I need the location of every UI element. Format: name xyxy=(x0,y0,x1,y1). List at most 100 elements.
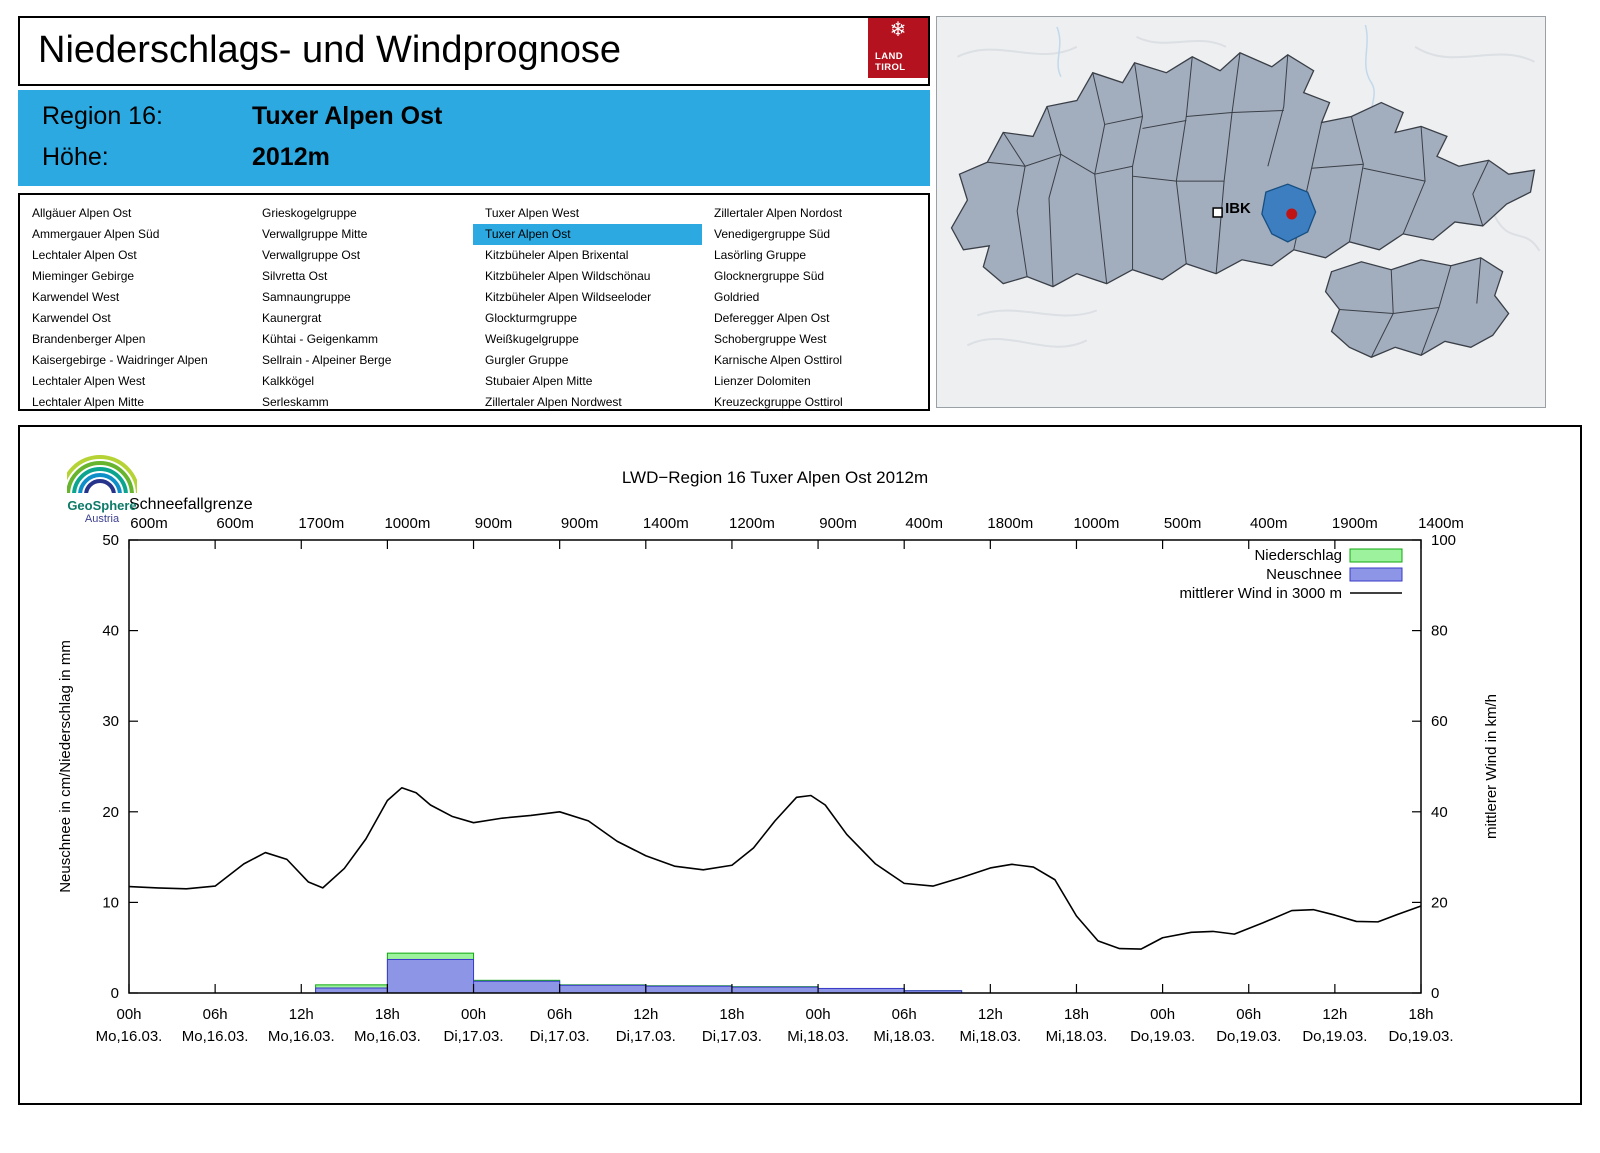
region-list-item[interactable]: Silvretta Ost xyxy=(262,269,328,283)
map-location-dot xyxy=(1286,208,1298,220)
snowline-value: 400m xyxy=(905,515,943,532)
snowline-value: 1700m xyxy=(298,515,344,532)
x-date-label: Do,19.03. xyxy=(1130,1028,1195,1045)
x-date-label: Mi,18.03. xyxy=(873,1028,935,1045)
region-list-item[interactable]: Verwallgruppe Mitte xyxy=(262,227,368,241)
snowline-value: 900m xyxy=(819,515,857,532)
region-list-item[interactable]: Samnaungruppe xyxy=(262,290,351,304)
page-header: Niederschlags- und Windprognose ❄ LAND T… xyxy=(18,16,930,86)
region-list-item[interactable]: Kaisergebirge - Waidringer Alpen xyxy=(32,353,208,367)
x-date-label: Mi,18.03. xyxy=(959,1028,1021,1045)
forecast-plot: LWD−Region 16 Tuxer Alpen Ost 2012m Schne… xyxy=(57,468,1500,1045)
region-list-item[interactable]: Kreuzeckgruppe Osttirol xyxy=(714,395,843,409)
region-list-item-selected[interactable]: Tuxer Alpen Ost xyxy=(473,224,702,245)
y-right-tick-label: 0 xyxy=(1431,985,1439,1002)
region-list-column: Grieskogelgruppe Verwallgruppe Mitte Verwa… xyxy=(250,203,473,409)
newsnow-bar xyxy=(386,958,475,994)
region-list-item[interactable]: Kitzbüheler Alpen Brixental xyxy=(485,248,629,262)
y-left-axis-title: Neuschnee in cm/Niederschlag in mm xyxy=(57,640,74,893)
region-list-item[interactable]: Tuxer Alpen West xyxy=(485,206,580,220)
region-info-row: Region 16: Tuxer Alpen Ost xyxy=(42,102,442,131)
x-time-label: 06h xyxy=(1236,1006,1261,1023)
ibk-label: IBK xyxy=(1225,200,1251,217)
region-list-item[interactable]: Kitzbüheler Alpen Wildseeloder xyxy=(485,290,652,304)
region-list-item[interactable]: Lasörling Gruppe xyxy=(714,248,807,262)
x-time-label: 12h xyxy=(1322,1006,1347,1023)
logo-line-land: LAND xyxy=(875,51,903,62)
x-date-label: Mi,18.03. xyxy=(787,1028,849,1045)
snowline-value: 1000m xyxy=(384,515,430,532)
snowflake-icon: ❄ xyxy=(889,19,907,41)
y-left-tick-label: 50 xyxy=(102,532,119,549)
region-list-item[interactable]: Serleskamm xyxy=(262,395,329,409)
region-list-item[interactable]: Verwallgruppe Ost xyxy=(262,248,361,262)
region-list-item[interactable]: Zillertaler Alpen Nordwest xyxy=(485,395,622,409)
region-list-item[interactable]: Weißkugelgruppe xyxy=(485,332,579,346)
region-list-item[interactable]: Lechtaler Alpen Mitte xyxy=(32,395,145,409)
forecast-panel: LWD−Region 16 Tuxer Alpen Ost 2012m Schne… xyxy=(18,425,1582,1105)
region-list-item[interactable]: Gurgler Gruppe xyxy=(485,353,569,367)
snowline-value: 1400m xyxy=(1418,515,1464,532)
region-list-item[interactable]: Lechtaler Alpen Ost xyxy=(32,248,137,262)
snowline-value: 900m xyxy=(475,515,513,532)
region-list-item[interactable]: Kühtai - Geigenkamm xyxy=(262,332,379,346)
region-list-item[interactable]: Glocknergruppe Süd xyxy=(714,269,825,283)
region-name-value: Tuxer Alpen Ost xyxy=(252,102,443,130)
y-right-tick-label: 60 xyxy=(1431,713,1448,730)
region-list-column: Tuxer Alpen West Tuxer Alpen Ost Kitzbühel… xyxy=(473,203,702,409)
region-list: Allgäuer Alpen Ost Ammergauer Alpen Süd Le… xyxy=(18,193,930,411)
x-time-label: 12h xyxy=(633,1006,658,1023)
region-list-item[interactable]: Kitzbüheler Alpen Wildschönau xyxy=(485,269,651,283)
region-list-item[interactable]: Brandenberger Alpen xyxy=(32,332,146,346)
geosphere-logo-icon xyxy=(60,455,140,497)
region-list-item[interactable]: Karwendel West xyxy=(32,290,120,304)
region-list-item[interactable]: Ammergauer Alpen Süd xyxy=(32,227,160,241)
newsnow-bar xyxy=(559,984,647,994)
y-right-tick-label: 40 xyxy=(1431,804,1448,821)
region-list-item[interactable]: Deferegger Alpen Ost xyxy=(714,311,830,325)
map-region-borders xyxy=(987,52,1490,358)
region-list-item[interactable]: Stubaier Alpen Mitte xyxy=(485,374,593,388)
region-info-panel: Region 16: Tuxer Alpen Ost Höhe: 2012m xyxy=(18,90,930,186)
logo-line-tirol: TIROL xyxy=(875,61,906,73)
geosphere-logo: GeoSphere Austria xyxy=(50,443,154,525)
region-list-item[interactable]: Lienzer Dolomiten xyxy=(714,374,811,388)
region-list-item[interactable]: Glockturmgruppe xyxy=(485,311,578,325)
x-date-label: Mo,16.03. xyxy=(354,1028,421,1045)
y-right-axis-title: mittlerer Wind in km/h xyxy=(1483,694,1500,839)
region-list-item[interactable]: Karnische Alpen Osttirol xyxy=(714,353,843,367)
map-region-east-tirol[interactable] xyxy=(1324,257,1510,358)
region-list-item[interactable]: Sellrain - Alpeiner Berge xyxy=(262,353,392,367)
region-list-item[interactable]: Karwendel Ost xyxy=(32,311,111,325)
region-list-item[interactable]: Grieskogelgruppe xyxy=(262,206,357,220)
region-list-item[interactable]: Kaunergrat xyxy=(262,311,322,325)
snowline-value: 600m xyxy=(216,515,254,532)
region-list-column: Allgäuer Alpen Ost Ammergauer Alpen Süd Le… xyxy=(20,203,250,409)
altitude-value: 2012m xyxy=(252,143,330,171)
x-date-label: Di,17.03. xyxy=(530,1028,590,1045)
region-list-item[interactable]: Zillertaler Alpen Nordost xyxy=(714,206,843,220)
snowline-value: 400m xyxy=(1250,515,1288,532)
y-right-tick-label: 100 xyxy=(1431,532,1456,549)
snowline-value: 1900m xyxy=(1332,515,1378,532)
newsnow-bar xyxy=(731,986,819,994)
x-date-label: Di,17.03. xyxy=(444,1028,504,1045)
region-list-item[interactable]: Mieminger Gebirge xyxy=(32,269,135,283)
snowline-value: 1800m xyxy=(987,515,1033,532)
region-list-item[interactable]: Lechtaler Alpen West xyxy=(32,374,146,388)
altitude-label: Höhe: xyxy=(42,143,109,171)
x-time-label: 00h xyxy=(806,1006,831,1023)
x-time-label: 06h xyxy=(892,1006,917,1023)
region-list-item[interactable]: Allgäuer Alpen Ost xyxy=(32,206,132,220)
region-list-item[interactable]: Goldried xyxy=(714,290,760,304)
legend-label: Neuschnee xyxy=(1266,566,1342,583)
region-list-item[interactable]: Venedigergruppe Süd xyxy=(714,227,831,241)
y-right-tick-label: 20 xyxy=(1431,894,1448,911)
snowline-value: 1200m xyxy=(729,515,775,532)
x-time-label: 06h xyxy=(203,1006,228,1023)
x-time-label: 06h xyxy=(547,1006,572,1023)
snowline-value: 1400m xyxy=(643,515,689,532)
map-region-north-tirol[interactable] xyxy=(950,52,1536,288)
region-list-item[interactable]: Kalkkögel xyxy=(262,374,315,388)
region-list-item[interactable]: Schobergruppe West xyxy=(714,332,827,346)
